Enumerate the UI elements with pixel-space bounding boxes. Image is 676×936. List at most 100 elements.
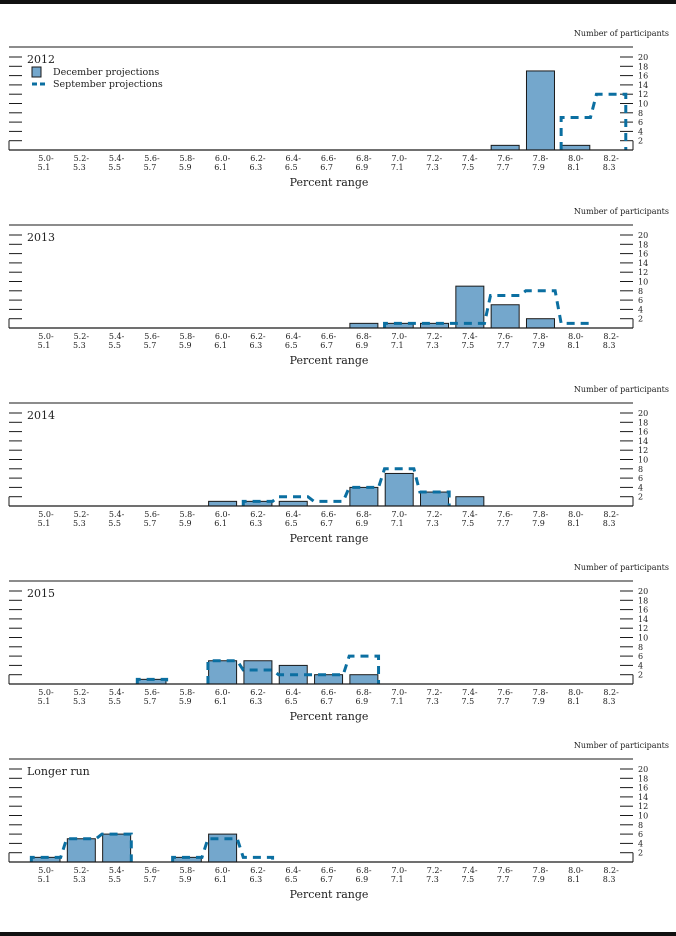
x-tick-label: 6.4- (286, 866, 302, 875)
y-tick-label: 2 (638, 493, 643, 502)
y-tick-label: 14 (638, 615, 648, 624)
x-tick-label: 6.4- (286, 510, 302, 519)
december-bar (455, 496, 485, 507)
december-bar (278, 500, 308, 507)
y-tick-label: 12 (638, 624, 648, 633)
x-tick-label: 8.1 (567, 341, 580, 350)
december-bar (455, 285, 485, 329)
december-bar (349, 674, 379, 685)
x-tick-label: 7.1 (391, 875, 404, 884)
legend-september-label: September projections (53, 79, 163, 90)
x-tick-label: 7.3 (426, 519, 439, 528)
x-tick-label: 5.0- (38, 510, 54, 519)
x-tick-label: 6.5 (285, 697, 298, 706)
x-tick-label: 5.0- (38, 688, 54, 697)
x-tick-label: 7.1 (391, 697, 404, 706)
x-axis-label: Percent range (290, 532, 369, 545)
x-tick-label: 6.4- (286, 154, 302, 163)
y-tick-label: 2 (638, 849, 643, 858)
x-tick-label: 5.5 (108, 697, 121, 706)
x-tick-label: 7.0- (391, 688, 407, 697)
x-tick-label: 7.5 (461, 875, 474, 884)
x-tick-label: 5.5 (108, 163, 121, 172)
x-tick-label: 6.6- (321, 510, 337, 519)
x-tick-label: 6.1 (214, 163, 227, 172)
y-axis-label: Number of participants (574, 385, 669, 394)
y-tick-label: 18 (638, 774, 648, 783)
x-tick-label: 8.3 (603, 875, 616, 884)
y-tick-label: 16 (638, 784, 648, 793)
x-tick-label: 8.1 (567, 875, 580, 884)
x-tick-label: 5.2- (74, 154, 90, 163)
x-tick-label: 8.2- (603, 510, 619, 519)
september-outline (135, 677, 169, 684)
x-tick-label: 6.8- (356, 332, 372, 341)
x-tick-label: 5.4- (109, 332, 125, 341)
x-tick-label: 7.9 (532, 341, 545, 350)
x-axis-label: Percent range (290, 710, 369, 723)
y-tick-label: 20 (638, 409, 648, 418)
y-tick-label: 10 (638, 634, 648, 643)
september-outline (206, 654, 381, 684)
x-tick-label: 7.4- (462, 332, 478, 341)
x-tick-label: 5.7 (144, 519, 157, 528)
x-tick-label: 8.2- (603, 332, 619, 341)
x-tick-label: 8.0- (568, 866, 584, 875)
x-tick-label: 8.3 (603, 163, 616, 172)
december-bar (349, 322, 379, 329)
y-tick-label: 6 (638, 474, 643, 483)
x-tick-label: 6.5 (285, 341, 298, 350)
x-tick-label: 7.9 (532, 875, 545, 884)
december-bar (420, 491, 450, 507)
december-bar (525, 318, 555, 329)
x-tick-label: 5.5 (108, 875, 121, 884)
x-tick-label: 6.0- (215, 688, 231, 697)
x-tick-label: 5.4- (109, 688, 125, 697)
x-tick-label: 5.7 (144, 341, 157, 350)
x-axis-label: Percent range (290, 354, 369, 367)
y-axis-label: Number of participants (574, 207, 669, 216)
x-tick-label: 6.6- (321, 332, 337, 341)
legend-december-label: December projections (53, 67, 159, 78)
x-tick-label: 5.6- (144, 688, 160, 697)
september-outline (29, 832, 133, 862)
x-tick-label: 5.4- (109, 510, 125, 519)
y-tick-label: 14 (638, 259, 648, 268)
x-tick-label: 5.3 (73, 697, 86, 706)
x-tick-label: 5.7 (144, 697, 157, 706)
y-tick-label: 18 (638, 240, 648, 249)
x-axis-label: Percent range (290, 888, 369, 901)
x-tick-label: 5.1 (38, 341, 51, 350)
x-tick-label: 6.3 (250, 163, 263, 172)
x-tick-label: 7.5 (461, 341, 474, 350)
y-tick-label: 20 (638, 231, 648, 240)
x-tick-label: 8.2- (603, 866, 619, 875)
x-tick-label: 8.0- (568, 332, 584, 341)
bottom-rule (0, 932, 676, 936)
x-tick-label: 5.8- (180, 510, 196, 519)
x-tick-label: 7.9 (532, 697, 545, 706)
december-bar (243, 660, 273, 685)
x-tick-label: 5.8- (180, 688, 196, 697)
x-tick-label: 7.4- (462, 510, 478, 519)
x-tick-label: 5.0- (38, 154, 54, 163)
x-tick-label: 6.9 (356, 341, 369, 350)
x-tick-label: 8.1 (567, 697, 580, 706)
x-tick-label: 7.1 (391, 341, 404, 350)
x-tick-label: 5.8- (180, 866, 196, 875)
x-tick-label: 7.3 (426, 341, 439, 350)
x-tick-label: 7.4- (462, 154, 478, 163)
y-tick-label: 12 (638, 446, 648, 455)
x-tick-label: 5.4- (109, 866, 125, 875)
y-tick-label: 10 (638, 278, 648, 287)
x-tick-label: 5.9 (179, 875, 192, 884)
x-tick-label: 6.8- (356, 866, 372, 875)
x-tick-label: 6.5 (285, 875, 298, 884)
x-tick-label: 5.0- (38, 332, 54, 341)
y-tick-label: 8 (638, 643, 643, 652)
x-tick-label: 6.5 (285, 163, 298, 172)
y-tick-label: 20 (638, 53, 648, 62)
